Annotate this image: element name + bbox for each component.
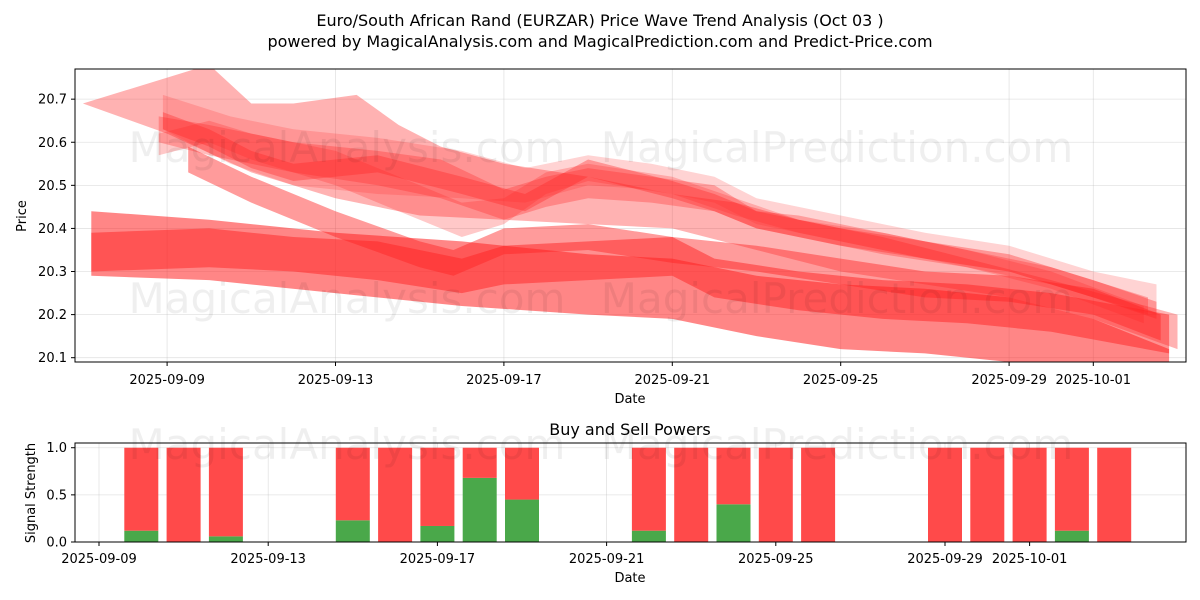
watermark-analysis-bottom: MagicalAnalysis.com bbox=[129, 420, 566, 469]
price-band-2 bbox=[158, 120, 1144, 324]
signal-chart-axes: 0.0 0.5 1.0 2025-09-09 2025-09-13 2025-09-17 2… bbox=[46, 441, 1067, 567]
buy-bar-6 bbox=[462, 477, 497, 542]
price-band-5 bbox=[91, 228, 1170, 354]
price-band-0 bbox=[82, 69, 1178, 350]
sell-bar-17 bbox=[1097, 447, 1132, 542]
sell-bar-13 bbox=[928, 447, 962, 542]
price-chart-frame bbox=[74, 68, 1187, 363]
price-band-6 bbox=[188, 146, 1161, 341]
buy-bar-5 bbox=[420, 525, 455, 542]
sell-bar-15 bbox=[1012, 447, 1047, 542]
signal-ytick-label-2: 1.0 bbox=[46, 441, 67, 456]
sell-bar-14 bbox=[970, 447, 1005, 542]
sell-bar-0 bbox=[124, 447, 159, 531]
price-chart-watermarks: MagicalAnalysis.com MagicalPrediction.co… bbox=[129, 123, 1074, 323]
price-ytick-label-5: 20.6 bbox=[38, 136, 67, 151]
sell-bar-6 bbox=[462, 447, 497, 478]
buy-bar-0 bbox=[124, 530, 159, 542]
price-xtick-label-1: 2025-09-13 bbox=[298, 373, 374, 388]
price-wave-bands bbox=[82, 69, 1178, 362]
signal-xtick-label-6: 2025-10-01 bbox=[992, 552, 1068, 567]
sell-bar-11 bbox=[758, 447, 793, 542]
signal-xtick-label-0: 2025-09-09 bbox=[61, 552, 137, 567]
price-ytick-label-6: 20.7 bbox=[38, 93, 67, 108]
sell-bar-7 bbox=[505, 447, 539, 500]
sell-bar-9 bbox=[674, 447, 709, 542]
price-band-1 bbox=[158, 116, 1148, 315]
watermark-analysis-top: MagicalAnalysis.com bbox=[129, 123, 566, 172]
watermark-prediction-top: MagicalPrediction.com bbox=[601, 123, 1074, 172]
price-ytick-label-2: 20.3 bbox=[38, 265, 67, 280]
signal-xtick-label-1: 2025-09-13 bbox=[230, 552, 306, 567]
price-xtick-label-3: 2025-09-21 bbox=[635, 373, 711, 388]
buy-bar-16 bbox=[1054, 530, 1089, 542]
signal-xtick-label-2: 2025-09-17 bbox=[400, 552, 476, 567]
signal-xtick-label-4: 2025-09-25 bbox=[738, 552, 814, 567]
buy-bar-7 bbox=[505, 499, 539, 542]
watermark-prediction-bottom: MagicalPrediction.com bbox=[601, 420, 1074, 469]
watermark-analysis-mid: MagicalAnalysis.com bbox=[129, 274, 566, 323]
chart-title-line2: powered by MagicalAnalysis.com and Magic… bbox=[267, 32, 932, 51]
price-x-axis-label: Date bbox=[614, 392, 645, 407]
sell-bar-2 bbox=[208, 447, 243, 537]
sell-bar-16 bbox=[1054, 447, 1089, 531]
sell-bar-8 bbox=[631, 447, 666, 531]
price-xtick-label-6: 2025-10-01 bbox=[1056, 373, 1132, 388]
signal-y-axis-label: Signal Strength bbox=[24, 443, 39, 543]
signal-chart-watermarks: MagicalAnalysis.com MagicalPrediction.co… bbox=[129, 420, 1074, 469]
sell-bar-10 bbox=[716, 447, 751, 505]
sell-bar-3 bbox=[335, 447, 370, 521]
sell-bar-5 bbox=[420, 447, 455, 526]
price-xtick-label-2: 2025-09-17 bbox=[466, 373, 542, 388]
price-y-axis-label: Price bbox=[15, 200, 30, 232]
chart-title-line1: Euro/South African Rand (EURZAR) Price W… bbox=[316, 11, 883, 30]
price-ytick-label-0: 20.1 bbox=[38, 351, 67, 366]
buy-bar-3 bbox=[335, 520, 370, 542]
signal-xtick-label-3: 2025-09-21 bbox=[569, 552, 645, 567]
price-ytick-label-3: 20.4 bbox=[38, 222, 67, 237]
price-ytick-label-1: 20.2 bbox=[38, 308, 67, 323]
signal-bars bbox=[124, 447, 1132, 542]
signal-ytick-label-1: 0.5 bbox=[46, 488, 67, 503]
sell-bar-12 bbox=[801, 447, 836, 542]
buy-bar-8 bbox=[631, 530, 666, 542]
price-xtick-label-4: 2025-09-25 bbox=[803, 373, 879, 388]
sell-bar-4 bbox=[378, 447, 413, 542]
buy-bar-2 bbox=[208, 536, 243, 542]
watermark-prediction-mid: MagicalPrediction.com bbox=[601, 274, 1074, 323]
signal-ytick-label-0: 0.0 bbox=[46, 536, 67, 551]
signal-chart-title: Buy and Sell Powers bbox=[549, 420, 711, 439]
signal-chart-frame bbox=[74, 442, 1187, 543]
price-xtick-label-0: 2025-09-09 bbox=[129, 373, 205, 388]
price-ytick-label-4: 20.5 bbox=[38, 179, 67, 194]
price-band-3 bbox=[162, 94, 1157, 315]
sell-bar-1 bbox=[166, 447, 201, 542]
buy-bar-10 bbox=[716, 504, 751, 542]
price-xtick-label-5: 2025-09-29 bbox=[971, 373, 1047, 388]
price-chart-axes: 20.1 20.2 20.3 20.4 20.5 20.6 20.7 2025-09-09 20… bbox=[38, 93, 1131, 388]
signal-x-axis-label: Date bbox=[614, 571, 645, 586]
signal-xtick-label-5: 2025-09-29 bbox=[907, 552, 983, 567]
